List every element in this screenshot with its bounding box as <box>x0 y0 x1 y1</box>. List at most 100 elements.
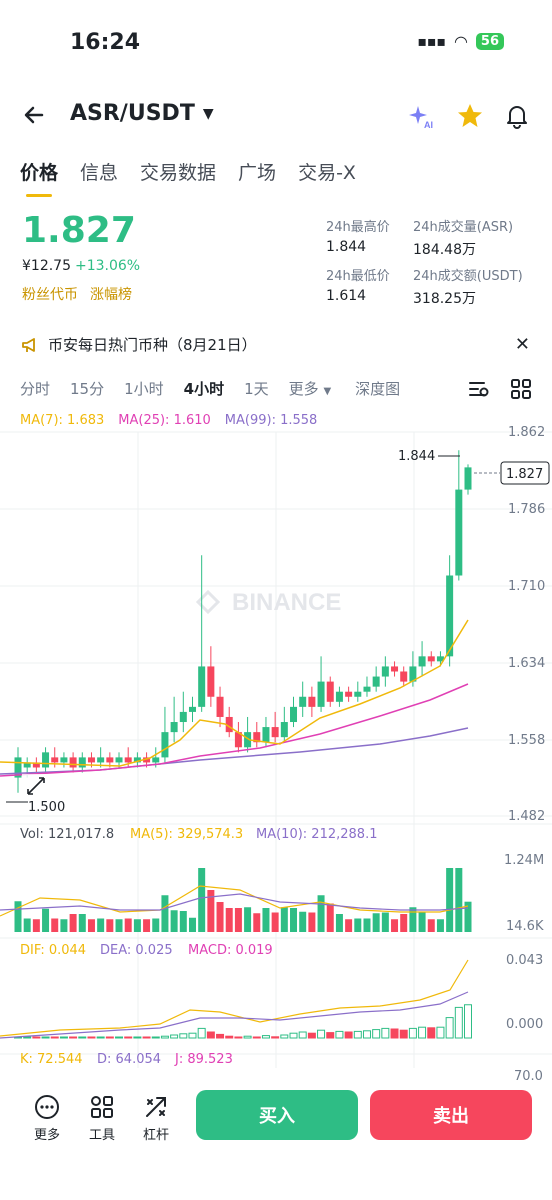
interval-4h[interactable]: 4小时 <box>183 380 225 398</box>
depth-chart-tab[interactable]: 深度图 <box>355 380 401 398</box>
candle-body <box>464 467 472 490</box>
price-axis-2: 1.786 <box>508 502 545 517</box>
macd-bar <box>160 1035 169 1039</box>
candle-body <box>317 681 325 707</box>
volume-bar <box>42 908 50 932</box>
pair-selector[interactable]: ASR/USDT ▼ <box>70 101 214 126</box>
volume-bar <box>207 890 215 932</box>
macd-bar <box>372 1029 381 1039</box>
announcement-banner[interactable]: 币安每日热门币种（8月21日） <box>20 334 257 355</box>
macd-bar <box>298 1031 307 1039</box>
interval-bar: 分时 15分 1小时 4小时 1天 更多 ▼ 深度图 <box>20 378 400 399</box>
candle-body <box>253 732 261 743</box>
candle-body <box>446 575 454 657</box>
candle-body <box>60 757 68 763</box>
price-axis-1: 1.862 <box>508 425 545 440</box>
macd-bar <box>261 1035 270 1039</box>
candle-body <box>42 752 50 768</box>
high-marker: 1.844 <box>398 449 435 464</box>
interval-more[interactable]: 更多 ▼ <box>288 380 332 398</box>
layout-grid-icon[interactable] <box>510 378 532 400</box>
macd-bar <box>142 1036 151 1039</box>
price-axis-3: 1.710 <box>508 579 545 594</box>
tab-info[interactable]: 信息 <box>80 162 119 184</box>
macd-bar <box>362 1030 371 1039</box>
volume-bar <box>363 918 371 932</box>
macd-bar <box>206 1031 215 1039</box>
candle-body <box>179 711 187 723</box>
volume-bar <box>317 895 325 932</box>
volume-bar <box>427 919 435 932</box>
tab-square[interactable]: 广场 <box>238 162 277 184</box>
candle-body <box>345 691 353 697</box>
volume-bar <box>299 911 307 932</box>
interval-1h[interactable]: 1小时 <box>124 380 164 398</box>
ai-sparkle-icon[interactable]: AI <box>406 102 436 132</box>
volume-bar <box>262 908 270 932</box>
macd-bar <box>427 1027 436 1039</box>
signal-icon: ▪▪▪ <box>417 33 446 50</box>
candlestick-chart[interactable]: BINANCE 1.862 1.786 1.710 1.634 1.558 1.… <box>0 418 552 1082</box>
cny-price-row: ¥12.75 +13.06% <box>22 258 140 274</box>
indicator-settings-icon[interactable] <box>468 378 490 400</box>
tools-button[interactable]: 工具 <box>89 1094 115 1143</box>
star-icon[interactable] <box>456 102 484 130</box>
macd-bar <box>124 1036 133 1039</box>
tab-price[interactable]: 价格 <box>20 158 58 197</box>
sell-button[interactable]: 卖出 <box>370 1090 532 1140</box>
tag-gainers[interactable]: 涨幅榜 <box>90 287 132 303</box>
candle-body <box>124 757 132 763</box>
stat-high: 24h最高价 1.844 <box>326 220 390 255</box>
stat-low: 24h最低价 1.614 <box>326 269 390 304</box>
volume-bar <box>464 901 472 932</box>
tag-fan-token[interactable]: 粉丝代币 <box>22 287 78 303</box>
candle-body <box>372 676 380 687</box>
candle-body <box>32 762 40 768</box>
bell-icon[interactable] <box>503 102 531 130</box>
volume-bar <box>170 910 178 932</box>
macd-bar <box>59 1036 68 1039</box>
more-dots-icon <box>35 1095 59 1119</box>
volume-bar <box>455 868 463 932</box>
volume-bar <box>69 914 77 932</box>
macd-bar <box>234 1036 243 1039</box>
price-change: +13.06% <box>75 258 141 274</box>
volume-bar <box>60 919 68 932</box>
interval-timeline[interactable]: 分时 <box>20 380 51 398</box>
kdj-d: D: 64.054 <box>97 1052 161 1067</box>
macd-bar <box>170 1034 179 1039</box>
macd-bar <box>225 1035 234 1039</box>
volume-bar <box>225 908 233 932</box>
volume-ma10: MA(10): 212,288.1 <box>256 827 377 842</box>
volume-bar <box>280 907 288 932</box>
volume-bar <box>354 918 362 932</box>
candle-body <box>409 666 417 682</box>
buy-button[interactable]: 买入 <box>196 1090 358 1140</box>
volume-bar <box>23 918 31 932</box>
more-button[interactable]: 更多 <box>34 1094 60 1143</box>
expand-icon[interactable] <box>22 774 50 800</box>
close-icon[interactable]: ✕ <box>514 334 530 355</box>
candle-body <box>455 489 463 576</box>
candle-body <box>436 656 444 662</box>
leverage-button[interactable]: 杠杆 <box>143 1094 169 1143</box>
volume-bar <box>106 919 114 932</box>
kdj-j: J: 89.523 <box>174 1052 233 1067</box>
tab-trading-data[interactable]: 交易数据 <box>140 162 217 184</box>
interval-15m[interactable]: 15分 <box>70 380 105 398</box>
svg-text:AI: AI <box>424 120 433 130</box>
tab-trade-x[interactable]: 交易-X <box>298 162 356 184</box>
candle-body <box>299 696 307 707</box>
macd-bar <box>216 1033 225 1039</box>
macd-bar <box>179 1033 188 1039</box>
volume-axis-top: 1.24M <box>504 853 544 868</box>
macd-axis-bottom: 0.000 <box>506 1017 543 1032</box>
candle-body <box>262 727 270 743</box>
macd-bar <box>418 1026 427 1039</box>
interval-1d[interactable]: 1天 <box>244 380 269 398</box>
volume-bar <box>198 868 206 932</box>
candle-body <box>427 656 435 662</box>
back-arrow-icon[interactable] <box>20 100 50 130</box>
macd-bar <box>188 1032 197 1039</box>
macd-bar <box>307 1032 316 1039</box>
